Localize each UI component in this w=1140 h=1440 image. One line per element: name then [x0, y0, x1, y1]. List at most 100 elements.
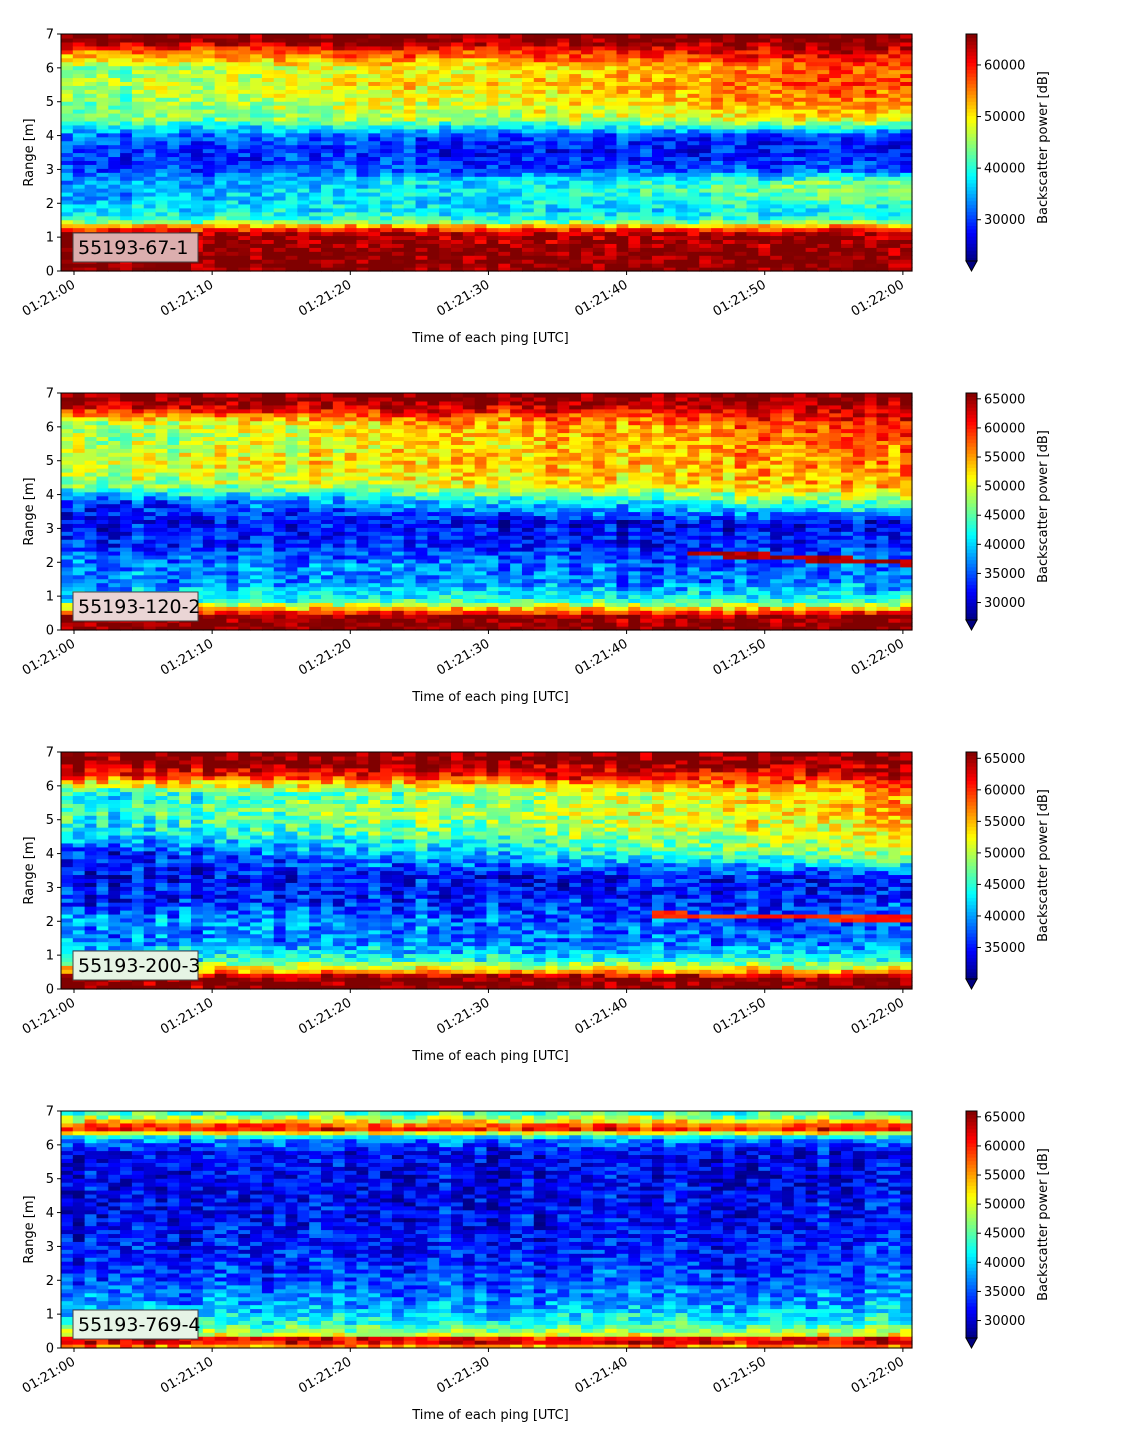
colorbar-segment: [966, 204, 977, 208]
heatmap-cell: [510, 232, 522, 237]
heatmap-cell: [427, 105, 439, 110]
heatmap-cell: [132, 579, 144, 584]
heatmap-cell: [297, 216, 309, 221]
heatmap-cell: [487, 85, 499, 90]
heatmap-cell: [120, 527, 132, 532]
heatmap-cell: [758, 101, 770, 106]
heatmap-cell: [108, 93, 120, 98]
heatmap-cell: [274, 129, 286, 134]
heatmap-cell: [687, 62, 699, 67]
heatmap-cell: [73, 563, 85, 568]
heatmap-cell: [747, 212, 759, 217]
heatmap-cell: [132, 196, 144, 201]
heatmap-cell: [794, 133, 806, 138]
y-tick-label: 7: [46, 28, 54, 43]
heatmap-cell: [416, 77, 428, 82]
heatmap-cell: [404, 34, 416, 39]
heatmap-cell: [96, 547, 108, 552]
heatmap-cell: [723, 81, 735, 86]
heatmap-cell: [144, 85, 156, 90]
heatmap-cell: [61, 610, 73, 615]
heatmap-cell: [203, 149, 215, 154]
heatmap-cell: [226, 77, 238, 82]
heatmap-cell: [156, 504, 168, 509]
heatmap-cell: [829, 74, 841, 79]
heatmap-cell: [782, 188, 794, 193]
heatmap-cell: [439, 70, 451, 75]
heatmap-cell: [817, 160, 829, 165]
heatmap-cell: [427, 239, 439, 244]
x-tick-label: 01:21:10: [158, 277, 216, 319]
heatmap-cell: [534, 172, 546, 177]
heatmap-cell: [191, 46, 203, 51]
heatmap-cell: [61, 97, 73, 102]
heatmap-cell: [416, 38, 428, 43]
heatmap-cell: [628, 38, 640, 43]
heatmap-cell: [664, 133, 676, 138]
heatmap-cell: [73, 77, 85, 82]
heatmap-cell: [534, 168, 546, 173]
heatmap-cell: [758, 232, 770, 237]
heatmap-cell: [498, 172, 510, 177]
heatmap-cell: [439, 54, 451, 59]
heatmap-cell: [404, 121, 416, 126]
heatmap-cell: [581, 54, 593, 59]
heatmap-cell: [900, 125, 912, 130]
heatmap-cell: [522, 220, 534, 225]
heatmap-cell: [238, 172, 250, 177]
heatmap-cell: [487, 220, 499, 225]
heatmap-cell: [120, 74, 132, 79]
heatmap-cell: [167, 42, 179, 47]
heatmap-cell: [108, 460, 120, 465]
heatmap-cell: [877, 93, 889, 98]
heatmap-cell: [321, 160, 333, 165]
heatmap-cell: [73, 70, 85, 75]
heatmap-cell: [581, 232, 593, 237]
heatmap-cell: [569, 54, 581, 59]
heatmap-cell: [498, 50, 510, 55]
heatmap-cell: [569, 192, 581, 197]
heatmap-cell: [96, 137, 108, 142]
heatmap-cell: [191, 208, 203, 213]
heatmap-cell: [73, 129, 85, 134]
heatmap-cell: [416, 113, 428, 118]
heatmap-cell: [238, 176, 250, 181]
heatmap-cell: [167, 70, 179, 75]
heatmap-cell: [817, 224, 829, 229]
heatmap-cell: [877, 141, 889, 146]
heatmap-cell: [250, 196, 262, 201]
heatmap-cell: [841, 204, 853, 209]
heatmap-cell: [888, 125, 900, 130]
heatmap-cell: [274, 164, 286, 169]
heatmap-cell: [309, 121, 321, 126]
heatmap-cell: [262, 113, 274, 118]
heatmap-cell: [297, 141, 309, 146]
heatmap-cell: [333, 232, 345, 237]
heatmap-cell: [581, 85, 593, 90]
heatmap-cell: [179, 38, 191, 43]
heatmap-cell: [226, 50, 238, 55]
heatmap-cell: [108, 141, 120, 146]
heatmap-cell: [120, 46, 132, 51]
heatmap-cell: [723, 188, 735, 193]
heatmap-cell: [475, 164, 487, 169]
heatmap-cell: [297, 153, 309, 158]
heatmap-cell: [309, 109, 321, 114]
heatmap-cell: [286, 263, 298, 268]
heatmap-cell: [238, 251, 250, 256]
heatmap-cell: [782, 176, 794, 181]
heatmap-cell: [368, 145, 380, 150]
heatmap-cell: [687, 220, 699, 225]
heatmap-cell: [817, 42, 829, 47]
heatmap-cell: [451, 129, 463, 134]
heatmap-cell: [392, 125, 404, 130]
heatmap-cell: [628, 62, 640, 67]
heatmap-cell: [61, 113, 73, 118]
heatmap-cell: [723, 42, 735, 47]
heatmap-cell: [687, 66, 699, 71]
heatmap-cell: [581, 180, 593, 185]
heatmap-cell: [569, 38, 581, 43]
heatmap-cell: [321, 204, 333, 209]
heatmap-cell: [534, 62, 546, 67]
heatmap-cell: [581, 42, 593, 47]
